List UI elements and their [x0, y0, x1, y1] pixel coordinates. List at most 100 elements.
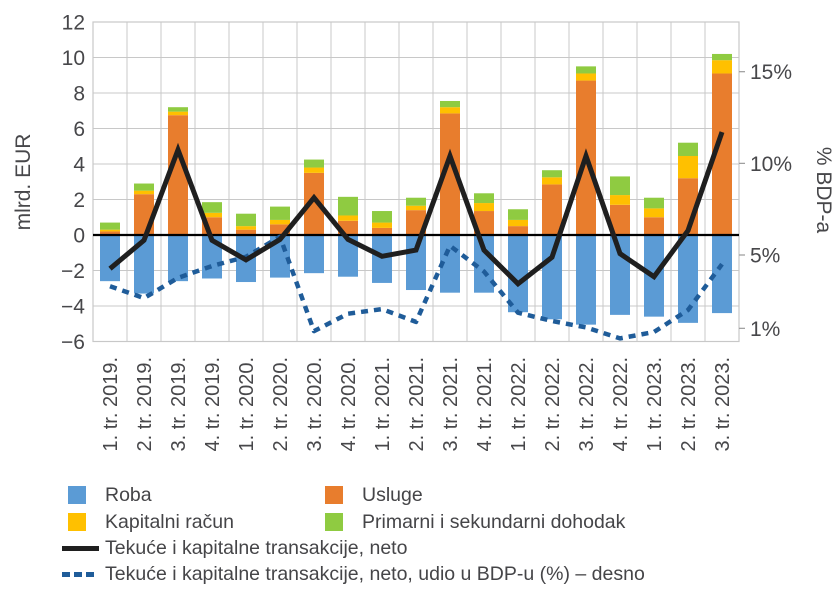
bar-segment-dohodak[interactable] [644, 197, 664, 209]
bar-segment-dohodak[interactable] [712, 53, 732, 61]
bar-segment-dohodak[interactable] [372, 211, 392, 223]
x-axis-label: 1. tr. 2023. [644, 357, 666, 452]
bar-segment-kapitalni-racun[interactable] [134, 190, 154, 195]
bar-segment-roba[interactable] [100, 235, 120, 282]
right-tick-label: 15% [750, 61, 792, 84]
x-axis-label: 4. tr. 2019. [202, 357, 224, 452]
left-axis-title: mlrd. EUR [12, 134, 35, 231]
bar-segment-dohodak[interactable] [134, 183, 154, 191]
bar-segment-roba[interactable] [338, 235, 358, 277]
bar-segment-kapitalni-racun[interactable] [508, 219, 528, 227]
bar-segment-dohodak[interactable] [542, 170, 562, 178]
legend-item-6[interactable]: Tekuće i kapitalne transakcije, neto, ud… [62, 563, 645, 585]
bar-segment-roba[interactable] [576, 235, 596, 325]
left-axis-ticks: 12 10 8 6 4 2 0 −2 −4 −6 [61, 12, 85, 355]
bar-segment-kapitalni-racun[interactable] [270, 219, 290, 225]
bar-segment-dohodak[interactable] [474, 193, 494, 204]
legend-dashed-line-icon [62, 571, 99, 577]
x-axis-label: 1. tr. 2020. [236, 357, 258, 452]
x-axis-labels: 1. tr. 2019. 2. tr. 2019. 3. tr. 2019. 4. t… [100, 357, 734, 452]
bar-segment-roba[interactable] [542, 235, 562, 320]
bar-segment-kapitalni-racun[interactable] [474, 203, 494, 212]
x-axis-label: 4. tr. 2021. [474, 357, 496, 452]
bar-segment-dohodak[interactable] [610, 176, 630, 196]
x-axis-label: 4. tr. 2022. [610, 357, 632, 452]
bar-segment-dohodak[interactable] [576, 66, 596, 74]
x-axis-label: 3. tr. 2022. [576, 357, 598, 452]
bar-segment-kapitalni-racun[interactable] [372, 222, 392, 228]
bar-segment-kapitalni-racun[interactable] [202, 212, 222, 218]
bar-segment-dohodak[interactable] [168, 107, 188, 112]
right-tick-label: 1% [750, 318, 780, 341]
bar-segment-kapitalni-racun[interactable] [338, 215, 358, 221]
bar-segment-roba[interactable] [304, 235, 324, 274]
bar-segment-dohodak[interactable] [236, 213, 256, 227]
legend-swatch-icon [325, 486, 343, 504]
bar-segment-kapitalni-racun[interactable] [542, 177, 562, 185]
bar-segment-usluge[interactable] [610, 204, 630, 235]
legend-solid-line-icon [62, 545, 99, 551]
bar-segment-dohodak[interactable] [304, 159, 324, 168]
legend-item-3[interactable]: Kapitalni račun [68, 511, 234, 533]
bar-segment-usluge[interactable] [508, 226, 528, 235]
bar-segment-kapitalni-racun[interactable] [712, 60, 732, 74]
legend-item-2[interactable]: Usluge [325, 483, 423, 506]
legend-swatch-icon [325, 513, 343, 531]
left-tick-label: 10 [62, 47, 85, 70]
bar-segment-kapitalni-racun[interactable] [236, 226, 256, 230]
left-tick-label: 12 [62, 12, 85, 35]
x-axis-label: 3. tr. 2020. [304, 357, 326, 452]
bar-segment-roba[interactable] [134, 235, 154, 294]
bar-segment-dohodak[interactable] [100, 222, 120, 230]
bar-segment-usluge[interactable] [236, 229, 256, 235]
bar-segment-kapitalni-racun[interactable] [440, 107, 460, 114]
bar-segment-roba[interactable] [508, 235, 528, 313]
bar-segment-roba[interactable] [678, 235, 698, 323]
bar-segment-dohodak[interactable] [338, 196, 358, 216]
bar-segment-kapitalni-racun[interactable] [644, 208, 664, 218]
x-axis-label: 2. tr. 2019. [134, 357, 156, 452]
legend-item-1[interactable]: Roba [68, 483, 152, 506]
bar-segment-kapitalni-racun[interactable] [406, 205, 426, 211]
line-udio-bdp[interactable] [109, 234, 724, 341]
bar-segment-kapitalni-racun[interactable] [100, 229, 120, 232]
bar-segment-usluge[interactable] [712, 73, 732, 235]
x-axis-label: 3. tr. 2023. [712, 357, 734, 452]
line-neto[interactable] [108, 131, 725, 288]
bar-segment-usluge[interactable] [168, 115, 188, 235]
bar-segment-usluge[interactable] [644, 217, 664, 235]
bar-segment-roba[interactable] [372, 235, 392, 283]
legend-label: Usluge [362, 483, 423, 506]
bar-segment-roba[interactable] [168, 235, 188, 282]
bar-segment-dohodak[interactable] [440, 100, 460, 108]
left-tick-label: 6 [73, 118, 85, 141]
bar-segment-roba[interactable] [712, 235, 732, 314]
left-tick-label: −4 [61, 296, 85, 319]
bar-segment-kapitalni-racun[interactable] [678, 156, 698, 179]
left-tick-label: 4 [73, 154, 85, 177]
bar-segment-dohodak[interactable] [202, 202, 222, 213]
left-tick-label: 0 [73, 225, 85, 248]
bar-segment-usluge[interactable] [542, 184, 562, 235]
x-axis-label: 2. tr. 2023. [678, 357, 700, 452]
bar-segment-usluge[interactable] [406, 210, 426, 235]
bar-segment-kapitalni-racun[interactable] [576, 73, 596, 81]
bar-segment-dohodak[interactable] [678, 142, 698, 157]
bar-segment-dohodak[interactable] [406, 197, 426, 206]
bar-segment-usluge[interactable] [372, 227, 392, 235]
legend-item-5[interactable]: Tekuće i kapitalne transakcije, neto [62, 537, 407, 559]
bar-segment-dohodak[interactable] [508, 209, 528, 220]
legend-label: Roba [105, 483, 152, 506]
bar-segment-kapitalni-racun[interactable] [168, 111, 188, 116]
bar-segment-usluge[interactable] [100, 231, 120, 235]
bar-segment-kapitalni-racun[interactable] [610, 195, 630, 205]
bar-segment-dohodak[interactable] [270, 206, 290, 220]
bar-segment-kapitalni-racun[interactable] [304, 167, 324, 173]
bar-segment-usluge[interactable] [270, 224, 290, 235]
x-axis-label: 2. tr. 2020. [270, 357, 292, 452]
bar-segment-usluge[interactable] [440, 113, 460, 235]
legend-item-4[interactable]: Primarni i sekundarni dohodak [325, 511, 625, 533]
bar-segment-roba[interactable] [474, 235, 494, 293]
bar-segment-usluge[interactable] [304, 172, 324, 235]
